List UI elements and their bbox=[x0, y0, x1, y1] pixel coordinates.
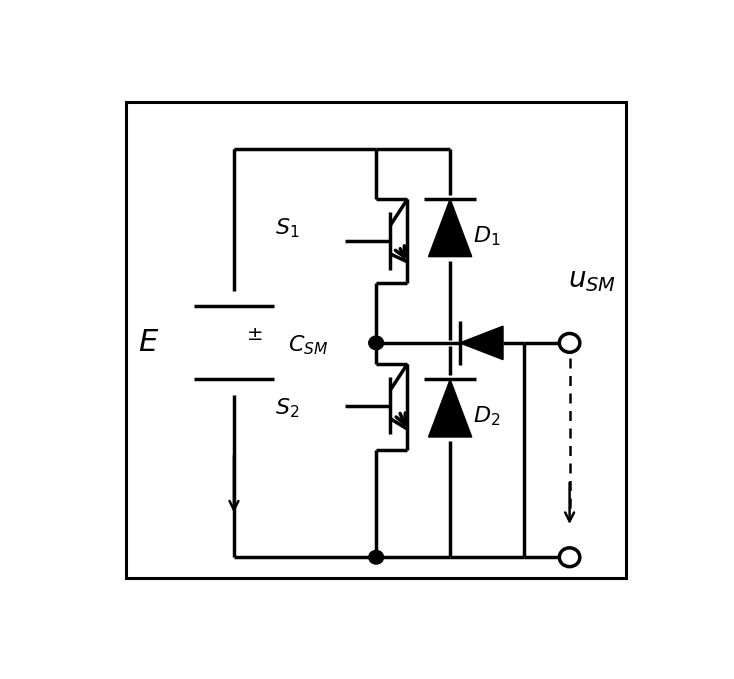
Text: $D_2$: $D_2$ bbox=[473, 404, 501, 428]
Text: $C_{SM}$: $C_{SM}$ bbox=[288, 333, 328, 357]
Bar bbox=[126, 103, 626, 579]
Text: $S_1$: $S_1$ bbox=[275, 216, 299, 240]
Text: $S_2$: $S_2$ bbox=[275, 397, 299, 420]
Circle shape bbox=[559, 548, 580, 567]
Text: $E$: $E$ bbox=[138, 327, 159, 359]
Polygon shape bbox=[429, 199, 472, 257]
Text: $u_{SM}$: $u_{SM}$ bbox=[568, 267, 617, 293]
Polygon shape bbox=[429, 380, 472, 437]
Circle shape bbox=[368, 336, 384, 350]
Text: $\pm$: $\pm$ bbox=[246, 326, 262, 344]
Circle shape bbox=[559, 333, 580, 352]
Polygon shape bbox=[459, 326, 503, 360]
Circle shape bbox=[368, 551, 384, 564]
Text: $D_1$: $D_1$ bbox=[473, 224, 501, 248]
